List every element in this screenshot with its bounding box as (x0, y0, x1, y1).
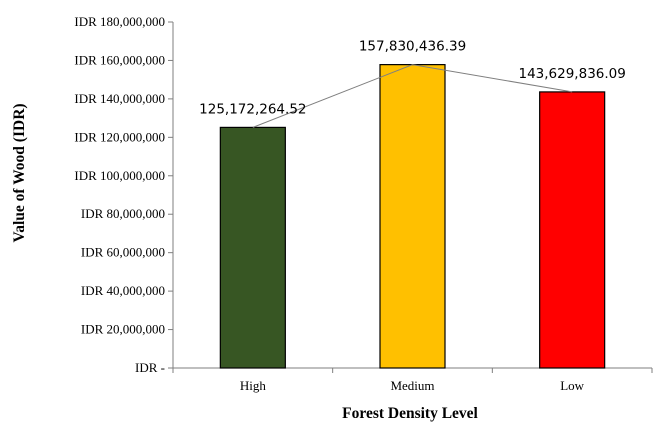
y-tick-label: IDR - (135, 360, 165, 375)
y-tick-label: IDR 20,000,000 (81, 322, 165, 337)
x-tick-label: Medium (390, 378, 434, 393)
x-tick-label: Low (560, 378, 584, 393)
y-tick-label: IDR 180,000,000 (74, 14, 165, 29)
y-tick-label: IDR 40,000,000 (81, 283, 165, 298)
trend-line (252, 64, 573, 128)
y-tick-label: IDR 60,000,000 (81, 245, 165, 260)
x-axis: High Medium Low (172, 367, 653, 393)
y-tick-label: IDR 80,000,000 (81, 206, 165, 221)
x-axis-title: Forest Density Level (342, 405, 478, 422)
connector-line (252, 64, 573, 128)
y-axis: IDR - IDR 20,000,000 IDR 40,000,000 IDR 60,… (74, 14, 174, 375)
bar (379, 64, 446, 369)
y-tick-label: IDR 120,000,000 (74, 129, 165, 144)
bar (539, 91, 606, 369)
y-tick-label: IDR 160,000,000 (74, 52, 165, 67)
data-labels: 125,172,264.52 157,830,436.39 143,629,836.… (199, 39, 626, 118)
data-label: 157,830,436.39 (359, 39, 466, 55)
bar (219, 126, 286, 369)
bars (219, 64, 606, 369)
x-tick-label: High (240, 378, 267, 393)
y-tick-label: IDR 140,000,000 (74, 91, 165, 106)
data-label: 125,172,264.52 (199, 101, 306, 117)
y-axis-title: Value of Wood (IDR) (11, 103, 28, 242)
data-label: 143,629,836.09 (518, 66, 625, 82)
y-tick-label: IDR 100,000,000 (74, 168, 165, 183)
